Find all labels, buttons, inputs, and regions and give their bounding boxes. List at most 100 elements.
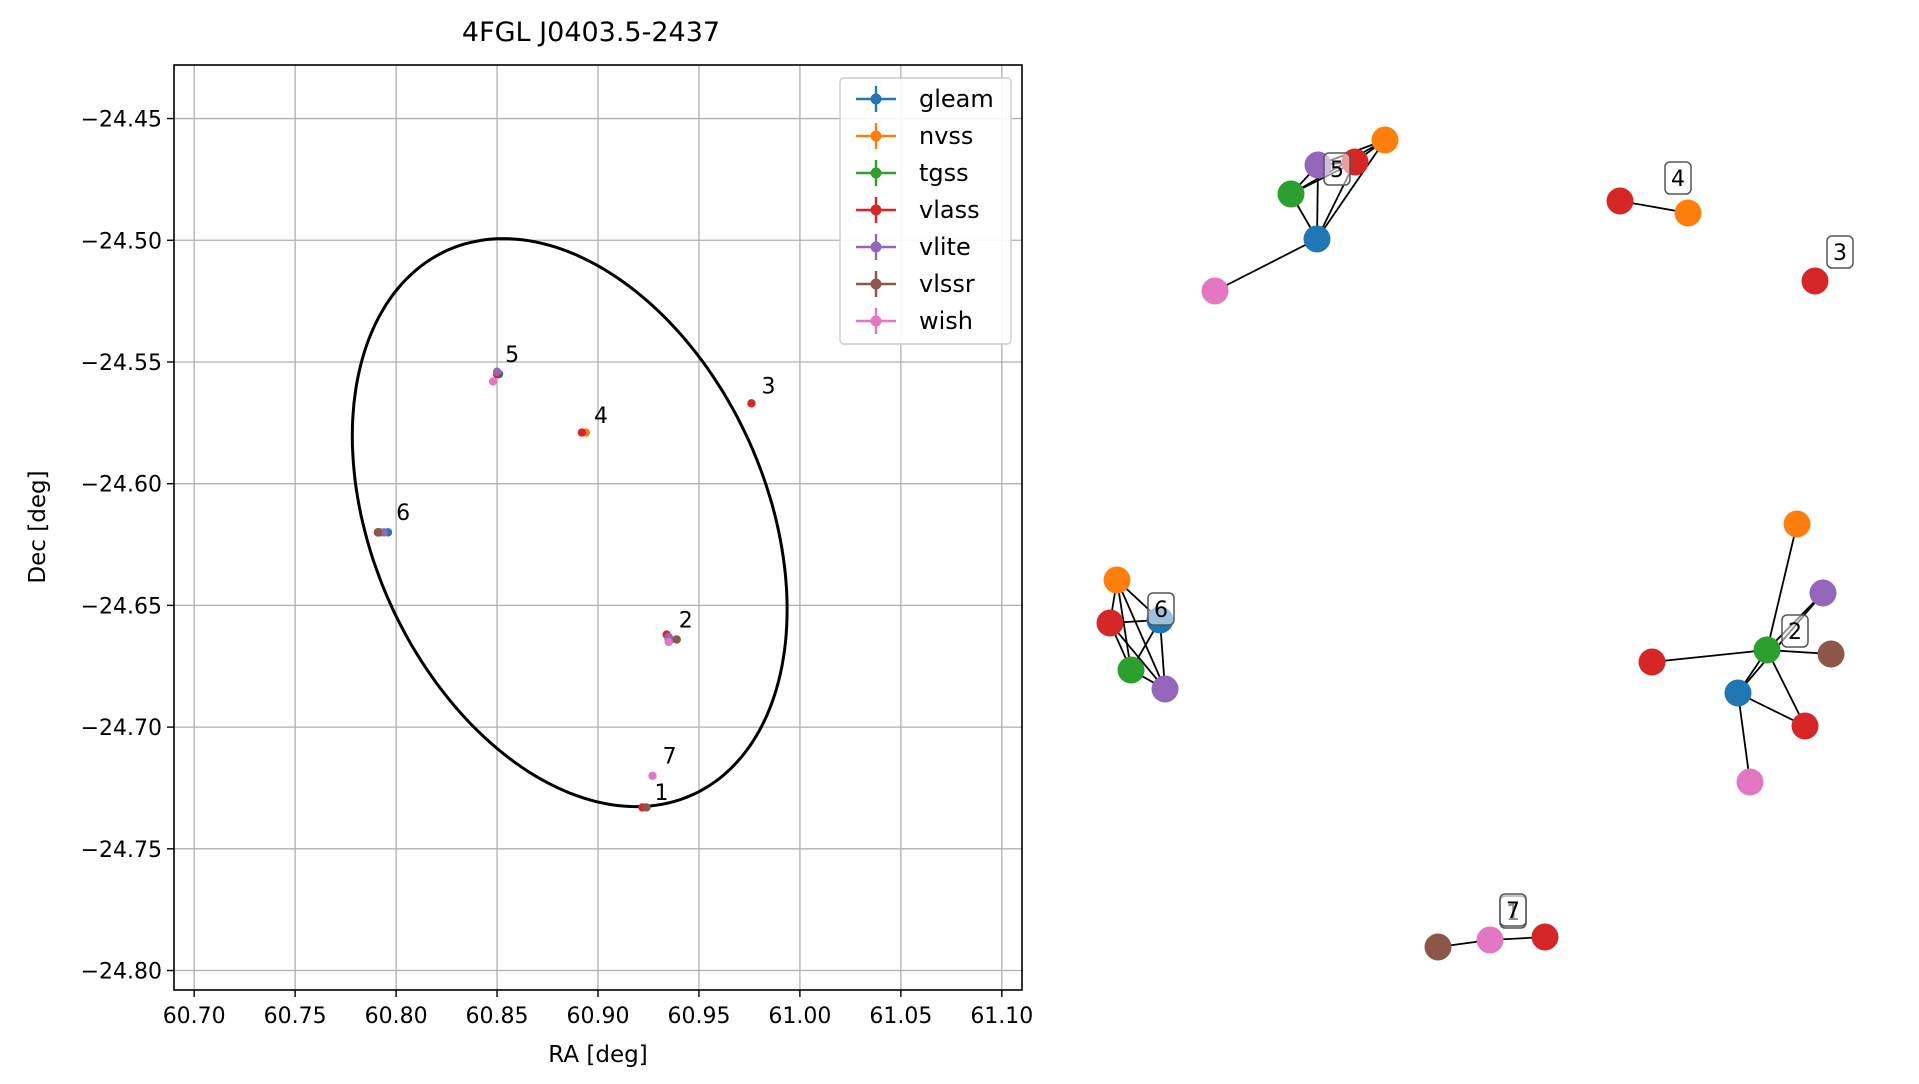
network-edge <box>1116 579 1132 671</box>
cluster-label-3: 3 <box>1826 235 1854 269</box>
x-tick-label: 60.85 <box>466 1004 529 1029</box>
x-tick-label: 60.70 <box>163 1004 226 1029</box>
grid-lines <box>174 65 1022 990</box>
legend-marker <box>870 167 882 179</box>
cluster-label-7: 7 <box>1499 893 1527 927</box>
cluster-label-box <box>1664 161 1692 195</box>
network-node-tgss <box>1753 636 1781 664</box>
network-node-gleam <box>1724 679 1752 707</box>
point-wish <box>488 377 498 386</box>
legend-marker <box>870 93 882 105</box>
x-tick-label: 60.95 <box>667 1004 730 1029</box>
network-node-vlass <box>1096 609 1124 637</box>
cluster-label-6: 6 <box>1147 592 1175 626</box>
error-ellipse <box>350 237 789 809</box>
legend-label: vlssr <box>919 270 975 298</box>
point-vlass <box>747 399 756 408</box>
x-tick-label: 60.75 <box>264 1004 327 1029</box>
network-nodes <box>1096 126 1845 961</box>
network-node-nvss <box>1783 510 1811 538</box>
source-points <box>373 367 756 812</box>
network-node-vlass <box>1531 923 1559 951</box>
legend-entry-wish: wish <box>856 307 973 335</box>
network-node-vlite <box>1151 675 1179 703</box>
legend-box <box>839 77 1012 345</box>
cluster-label-2: 2 <box>1781 614 1809 648</box>
network-node-wish <box>1201 277 1229 305</box>
network-edge <box>1766 649 1806 727</box>
source-label: 7 <box>663 745 677 770</box>
cluster-label-box <box>1781 614 1809 648</box>
legend-marker <box>870 315 882 327</box>
source-label: 5 <box>505 343 519 368</box>
network-node-tgss <box>1277 180 1305 208</box>
y-axis-label: Dec [deg] <box>25 470 51 583</box>
legend-entry-gleam: gleam <box>856 85 994 113</box>
point-wish <box>648 771 657 780</box>
network-edge <box>1116 579 1166 690</box>
network-edge <box>1737 592 1824 694</box>
legend-marker <box>870 130 882 142</box>
cluster-label-box <box>1499 893 1527 927</box>
source-label: 2 <box>679 608 693 633</box>
network-node-vlssr <box>1817 640 1845 668</box>
source-label: 3 <box>762 375 776 400</box>
y-tick-label: −24.50 <box>81 229 162 254</box>
point-vlite <box>379 528 389 537</box>
legend-marker <box>870 278 882 290</box>
network-edge <box>1737 692 1751 783</box>
legend-marker <box>870 241 882 253</box>
network-node-vlass <box>1638 648 1666 676</box>
source-annotations: 1 2 3 4 5 6 7 <box>396 343 775 806</box>
x-tick-label: 61.10 <box>970 1004 1033 1029</box>
x-tick-label: 60.90 <box>567 1004 630 1029</box>
cluster-label-box <box>1323 152 1351 186</box>
chart-title: 4FGL J0403.5-2437 <box>462 17 720 48</box>
point-vlite <box>492 367 502 376</box>
point-vlssr <box>642 803 651 812</box>
network-edge <box>1651 649 1768 663</box>
legend-label: nvss <box>919 122 973 150</box>
y-tick-label: −24.45 <box>81 108 162 133</box>
y-tick-label: −24.65 <box>81 594 162 619</box>
network-node-tgss <box>1117 656 1145 684</box>
x-tick-label: 60.80 <box>365 1004 428 1029</box>
network-node-nvss <box>1674 199 1702 227</box>
network-edge <box>1214 238 1318 292</box>
cluster-label-text: 6 <box>1154 598 1168 623</box>
x-tick-label: 61.05 <box>869 1004 932 1029</box>
legend-label: tgss <box>919 159 969 187</box>
network-node-nvss <box>1371 126 1399 154</box>
cluster-label-text: 3 <box>1833 241 1847 266</box>
network-node-wish <box>1476 926 1504 954</box>
y-tick-label: −24.80 <box>81 960 162 985</box>
point-vlass <box>577 428 587 437</box>
legend-marker <box>870 204 882 216</box>
legend: gleam nvss tgss vlass vlite vlssr wish <box>839 77 1012 345</box>
network-node-vlass <box>1606 187 1634 215</box>
y-tick-label: −24.70 <box>81 716 162 741</box>
y-tick-label: −24.60 <box>81 473 162 498</box>
source-label: 6 <box>396 501 410 526</box>
cluster-label-4: 4 <box>1664 161 1692 195</box>
y-tick-label: −24.55 <box>81 351 162 376</box>
x-axis-label: RA [deg] <box>548 1042 647 1068</box>
network-node-wish <box>1736 768 1764 796</box>
point-vlssr <box>672 635 681 644</box>
network-node-vlite <box>1809 579 1837 607</box>
network-node-vlssr <box>1424 933 1452 961</box>
legend-entry-vlass: vlass <box>856 196 980 224</box>
cluster-label-5: 5 <box>1323 152 1351 186</box>
legend-entry-vlite: vlite <box>856 233 971 261</box>
legend-entry-tgss: tgss <box>856 159 969 187</box>
point-wish <box>664 637 673 647</box>
scatter-panel: 4FGL J0403.5-2437 1 2 3 4 5 6 7 60.70 60.75 60.8… <box>25 17 1033 1068</box>
source-label: 4 <box>594 404 608 429</box>
network-node-vlass <box>1801 267 1829 295</box>
cluster-label-box <box>1147 592 1175 626</box>
cluster-label-text: 4 <box>1671 167 1685 192</box>
